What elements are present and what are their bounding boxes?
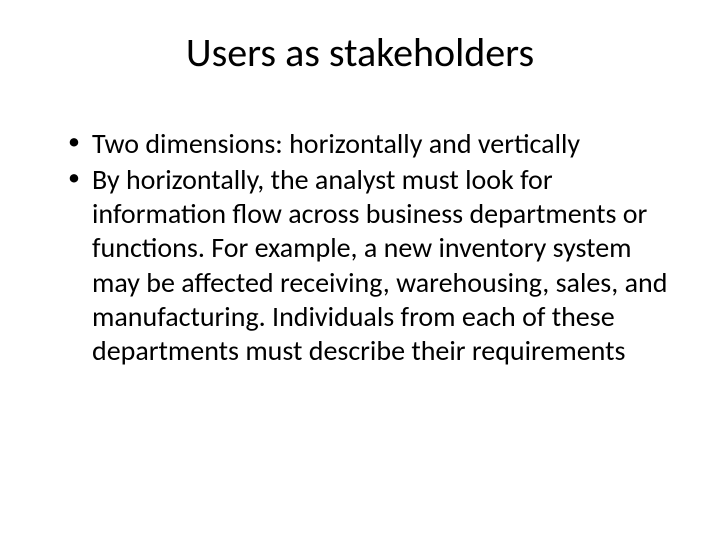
slide-container: Users as stakeholders Two dimensions: ho… — [0, 0, 720, 540]
bullet-item: Two dimensions: horizontally and vertica… — [68, 127, 680, 161]
bullet-item: By horizontally, the analyst must look f… — [68, 163, 680, 368]
bullet-list: Two dimensions: horizontally and vertica… — [40, 127, 680, 368]
slide-title: Users as stakeholders — [40, 28, 680, 77]
